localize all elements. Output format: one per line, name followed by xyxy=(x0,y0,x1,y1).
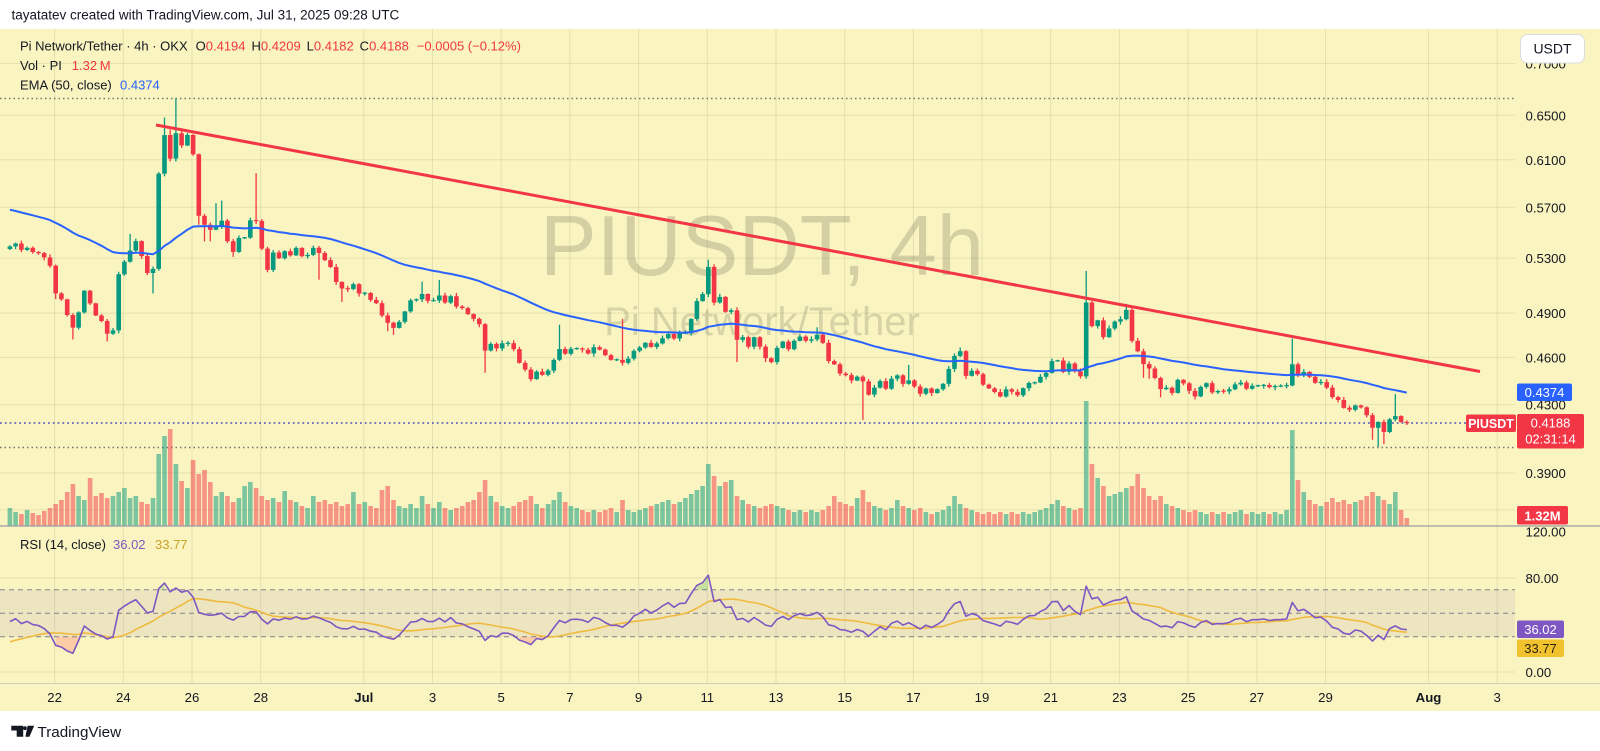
svg-text:15: 15 xyxy=(837,690,852,705)
svg-text:1.32M: 1.32M xyxy=(1524,508,1560,523)
svg-text:5: 5 xyxy=(498,690,505,705)
svg-text:33.77: 33.77 xyxy=(155,537,188,552)
svg-text:PIUSDT: PIUSDT xyxy=(1468,417,1514,431)
svg-text:22: 22 xyxy=(47,690,62,705)
svg-text:36.02: 36.02 xyxy=(113,537,146,552)
svg-text:23: 23 xyxy=(1112,690,1127,705)
svg-text:RSI (14, close): RSI (14, close) xyxy=(20,537,106,552)
svg-text:0.4188: 0.4188 xyxy=(1531,416,1571,431)
svg-text:29: 29 xyxy=(1318,690,1333,705)
svg-text:0.4300: 0.4300 xyxy=(1526,398,1566,413)
svg-text:0.00: 0.00 xyxy=(1526,665,1552,680)
svg-text:tayatatev created with Trading: tayatatev created with TradingView.com, … xyxy=(12,8,400,23)
svg-text:25: 25 xyxy=(1181,690,1196,705)
svg-text:0.4374: 0.4374 xyxy=(1525,385,1565,400)
svg-text:0.4900: 0.4900 xyxy=(1526,306,1566,321)
svg-text:26: 26 xyxy=(185,690,200,705)
svg-text:0.5700: 0.5700 xyxy=(1526,200,1566,215)
svg-text:3: 3 xyxy=(1494,690,1501,705)
svg-text:7: 7 xyxy=(566,690,573,705)
svg-text:17: 17 xyxy=(906,690,921,705)
svg-text:Vol · PI: Vol · PI xyxy=(20,58,62,73)
svg-text:0.4600: 0.4600 xyxy=(1526,350,1566,365)
svg-text:0.3900: 0.3900 xyxy=(1526,466,1566,481)
svg-text:Jul: Jul xyxy=(354,690,373,705)
svg-text:PIUSDT, 4h: PIUSDT, 4h xyxy=(540,199,984,294)
svg-text:36.02: 36.02 xyxy=(1524,622,1557,637)
svg-text:TradingView: TradingView xyxy=(38,724,122,741)
svg-text:1.32 M: 1.32 M xyxy=(72,58,111,73)
svg-text:24: 24 xyxy=(116,690,131,705)
svg-text:3: 3 xyxy=(429,690,436,705)
svg-text:19: 19 xyxy=(975,690,990,705)
svg-text:11: 11 xyxy=(700,690,714,705)
svg-text:80.00: 80.00 xyxy=(1526,571,1559,586)
svg-text:13: 13 xyxy=(769,690,784,705)
svg-text:EMA (50, close): EMA (50, close) xyxy=(20,78,112,93)
svg-text:02:31:14: 02:31:14 xyxy=(1525,432,1576,447)
svg-text:33.77: 33.77 xyxy=(1524,641,1557,656)
svg-text:USDT: USDT xyxy=(1533,40,1572,56)
svg-text:0.6500: 0.6500 xyxy=(1526,108,1566,123)
svg-text:0.5300: 0.5300 xyxy=(1526,251,1566,266)
svg-text:0.6100: 0.6100 xyxy=(1526,153,1566,168)
svg-text:28: 28 xyxy=(253,690,268,705)
svg-text:27: 27 xyxy=(1249,690,1264,705)
svg-text:120.00: 120.00 xyxy=(1526,525,1566,540)
svg-text:Pi Network/Tether: Pi Network/Tether xyxy=(604,300,920,344)
svg-text:Aug: Aug xyxy=(1416,690,1442,705)
svg-text:21: 21 xyxy=(1043,690,1058,705)
svg-text:9: 9 xyxy=(635,690,642,705)
svg-text:0.4374: 0.4374 xyxy=(120,78,160,93)
